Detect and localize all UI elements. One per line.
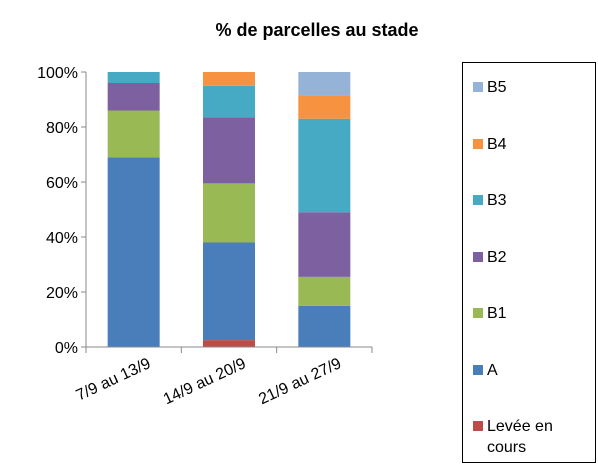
bar-segment: [107, 72, 160, 83]
bar-segment: [298, 212, 351, 277]
legend-swatch: [473, 195, 483, 205]
legend-swatch: [473, 82, 483, 92]
legend-label: B5: [487, 79, 507, 96]
bar-segment: [203, 85, 255, 118]
y-tick-label: 20%: [46, 285, 78, 302]
legend-item: B3: [473, 190, 583, 211]
bar-segment: [203, 183, 255, 243]
bar-segment: [107, 157, 160, 347]
legend-item: A: [473, 360, 583, 381]
bar-segment: [298, 305, 351, 347]
legend-label: Levée en cours: [487, 418, 553, 456]
bar-segment: [107, 83, 160, 111]
legend-swatch: [473, 138, 483, 149]
x-tick-label: 21/9 au 27/9: [256, 355, 344, 408]
y-tick-label: 0%: [55, 340, 78, 357]
legend-item: B2: [473, 247, 583, 268]
legend: B5 B4 B3 B2 B1 A Levée en cours: [462, 62, 596, 463]
bar-segment: [203, 117, 255, 184]
y-tick-label: 80%: [46, 120, 78, 137]
y-tick-label: 60%: [46, 175, 78, 192]
legend-swatch: [473, 421, 483, 431]
legend-item: B4: [473, 134, 583, 155]
chart-title: % de parcelles au stade: [215, 20, 418, 40]
legend-item: B1: [473, 303, 583, 324]
bar-segment: [298, 95, 351, 119]
bar-segment: [203, 72, 255, 86]
legend-label: B3: [487, 192, 507, 209]
x-tick-label: 7/9 au 13/9: [74, 355, 154, 404]
y-tick-label: 100%: [37, 65, 78, 82]
y-tick-label: 40%: [46, 230, 78, 247]
legend-item: B5: [473, 77, 583, 98]
bar-segment: [298, 72, 351, 96]
legend-swatch: [473, 308, 483, 318]
legend-label: B2: [487, 248, 507, 266]
legend-item: Levée en cours: [473, 416, 583, 458]
bar-segment: [107, 110, 160, 158]
legend-swatch: [473, 364, 483, 375]
bar-segment: [203, 340, 255, 347]
bar-segment: [298, 276, 351, 306]
legend-swatch: [473, 251, 483, 262]
legend-label: B4: [487, 135, 507, 153]
x-tick-label: 14/9 au 20/9: [161, 355, 249, 408]
bar-segment: [298, 118, 351, 213]
legend-label: A: [487, 361, 498, 379]
bar-segment: [203, 242, 255, 341]
legend-label: B1: [487, 305, 507, 322]
